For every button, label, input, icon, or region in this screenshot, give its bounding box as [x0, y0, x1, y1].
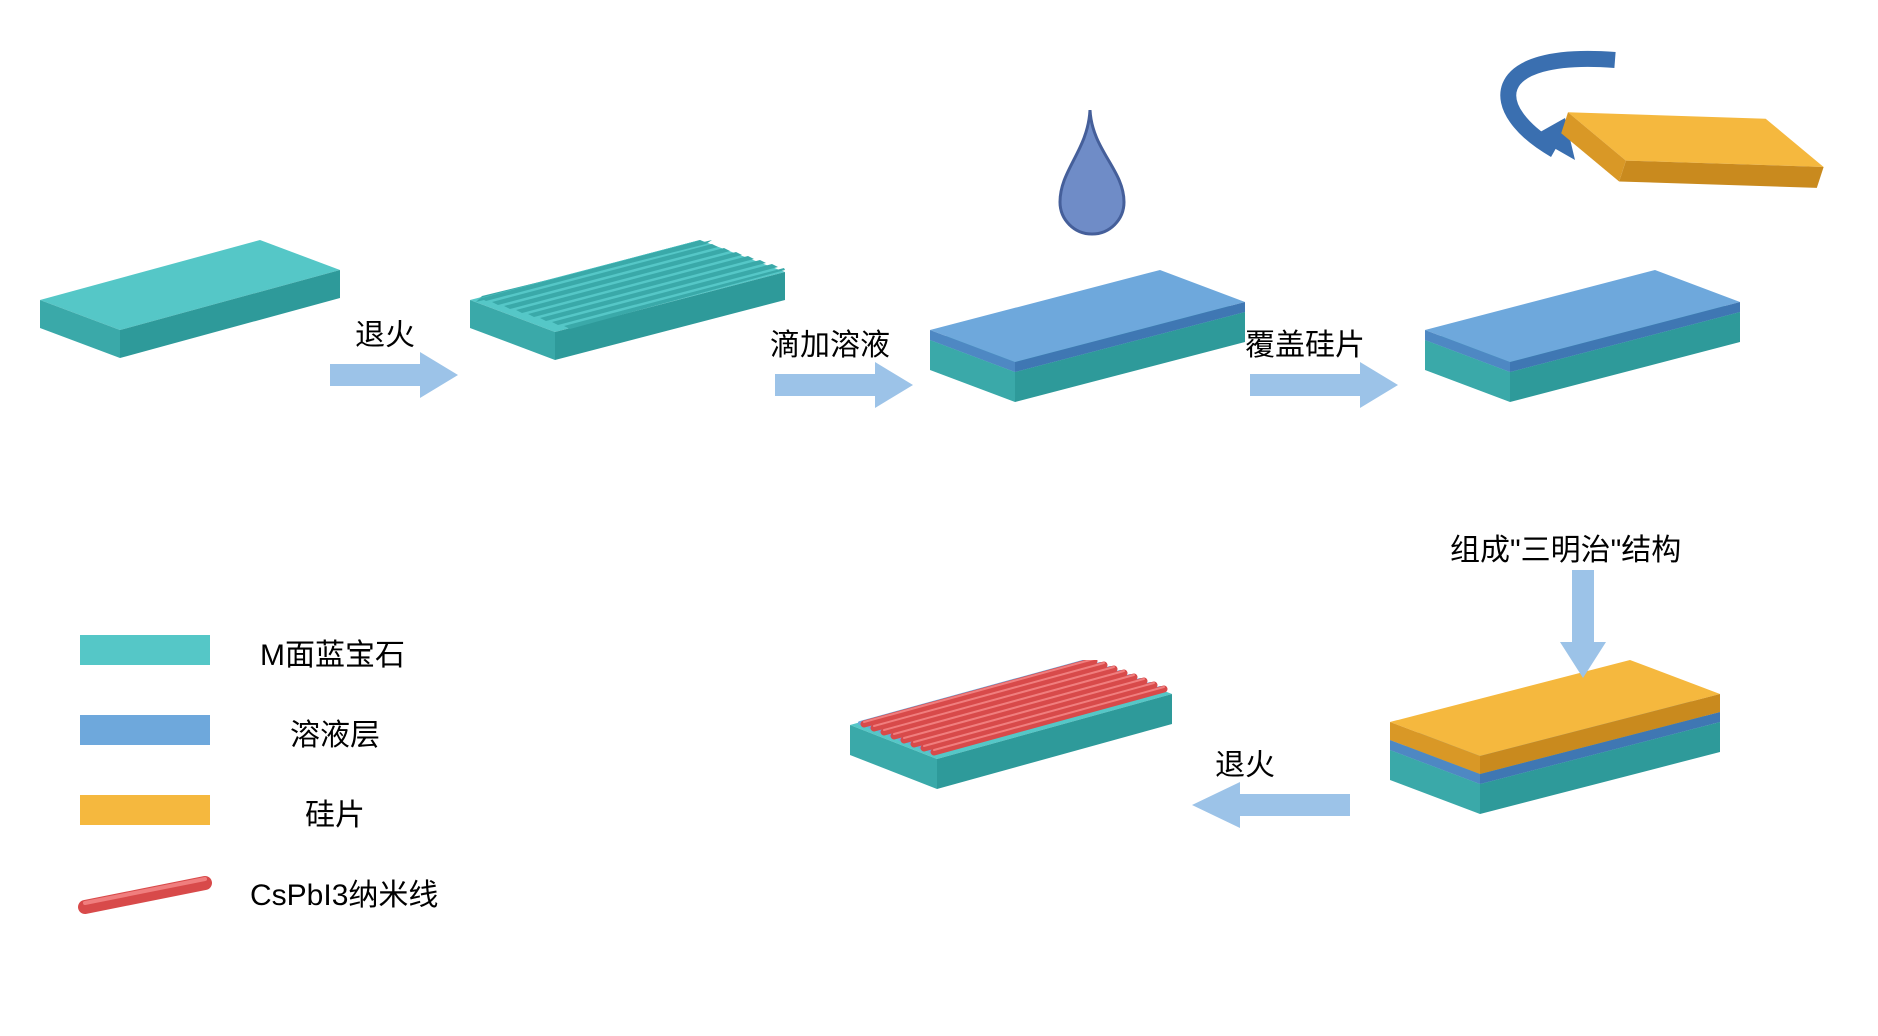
- diagram-root: 退火 滴加溶液 覆盖硅片 组成"三明治"结构 退火 M面蓝宝石 溶液层 硅片: [0, 0, 1878, 1036]
- panel-sapphire-grooved: [470, 240, 790, 440]
- legend-swatch-solution: [80, 715, 210, 745]
- legend-label-solution: 溶液层: [290, 710, 380, 754]
- arrow-step2: [775, 360, 915, 410]
- legend-swatch-silicon: [80, 795, 210, 825]
- arrow-step5: [1190, 780, 1350, 830]
- legend-label-nanowire: CsPbI3纳米线: [250, 870, 438, 914]
- panel-nanowires: [850, 660, 1180, 870]
- label-step5: 退火: [1215, 740, 1275, 784]
- legend-swatch-sapphire: [80, 635, 210, 665]
- arrow-step3: [1250, 360, 1400, 410]
- panel-sandwich: [1390, 660, 1730, 880]
- legend-swatch-nanowire: [75, 875, 215, 920]
- legend-label-silicon: 硅片: [305, 790, 365, 834]
- arrow-step1: [330, 350, 460, 400]
- label-step3: 覆盖硅片: [1245, 320, 1365, 364]
- panel-sapphire-plain: [40, 240, 340, 440]
- arrow-step4: [1558, 570, 1608, 680]
- label-step4: 组成"三明治"结构: [1450, 525, 1681, 569]
- panel-solution-added: [930, 110, 1250, 450]
- panel-cover-silicon: [1415, 40, 1835, 470]
- label-step1: 退火: [355, 310, 415, 354]
- label-step2: 滴加溶液: [770, 320, 890, 364]
- legend-label-sapphire: M面蓝宝石: [260, 630, 405, 674]
